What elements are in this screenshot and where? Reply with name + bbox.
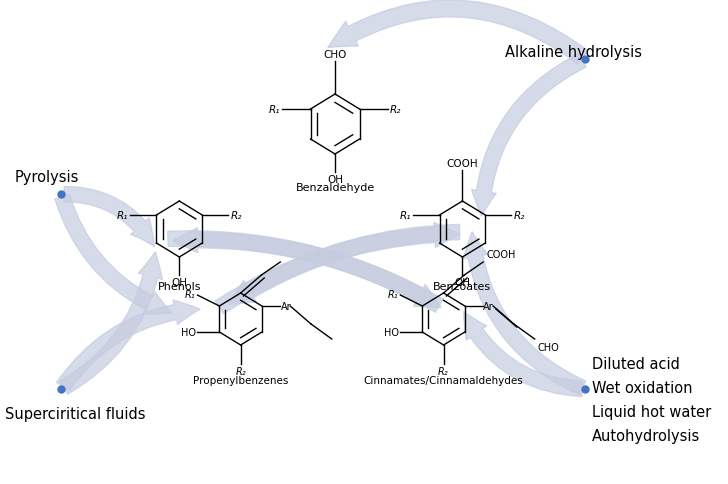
FancyArrowPatch shape — [167, 231, 441, 308]
Text: R₁: R₁ — [400, 211, 411, 221]
FancyArrowPatch shape — [173, 228, 443, 313]
Text: R₂: R₂ — [235, 366, 246, 377]
Text: CHO: CHO — [537, 342, 559, 352]
Text: Diluted acid: Diluted acid — [592, 357, 679, 372]
Text: Benzoates: Benzoates — [433, 281, 491, 291]
Text: R₁: R₁ — [117, 211, 128, 221]
FancyArrowPatch shape — [60, 252, 162, 394]
Text: OH: OH — [327, 175, 343, 184]
FancyArrowPatch shape — [472, 54, 586, 217]
FancyArrowPatch shape — [64, 187, 154, 247]
Text: R₁: R₁ — [388, 289, 398, 300]
Text: R₂: R₂ — [513, 211, 525, 221]
Text: R₂: R₂ — [230, 211, 242, 221]
Text: R₂: R₂ — [438, 366, 449, 377]
Text: R₁: R₁ — [269, 105, 280, 115]
FancyArrowPatch shape — [215, 223, 459, 314]
Text: CHO: CHO — [323, 50, 347, 60]
Text: Ar: Ar — [280, 302, 291, 311]
FancyArrowPatch shape — [229, 225, 460, 305]
Text: Benzaldehyde: Benzaldehyde — [296, 182, 375, 193]
Text: OH: OH — [171, 277, 187, 287]
Text: Ar: Ar — [483, 302, 494, 311]
Text: R₂: R₂ — [389, 105, 401, 115]
FancyArrowPatch shape — [464, 312, 582, 397]
Text: Superciritical fluids: Superciritical fluids — [4, 406, 145, 421]
Text: HO: HO — [384, 327, 398, 337]
FancyArrowPatch shape — [57, 300, 200, 391]
Text: Liquid hot water: Liquid hot water — [592, 405, 711, 420]
Text: R₁: R₁ — [185, 289, 196, 300]
FancyArrowPatch shape — [328, 1, 588, 65]
Text: OH: OH — [454, 277, 470, 287]
Text: Autohydrolysis: Autohydrolysis — [592, 429, 700, 443]
Text: Wet oxidation: Wet oxidation — [592, 381, 692, 396]
Text: Phenols: Phenols — [157, 281, 201, 291]
Text: Alkaline hydrolysis: Alkaline hydrolysis — [505, 45, 642, 60]
Text: Cinnamates/Cinnamaldehydes: Cinnamates/Cinnamaldehydes — [364, 375, 523, 385]
Text: COOH: COOH — [446, 159, 478, 169]
FancyArrowPatch shape — [463, 232, 586, 395]
Text: Propenylbenzenes: Propenylbenzenes — [193, 375, 288, 385]
Text: Pyrolysis: Pyrolysis — [14, 170, 79, 184]
Text: HO: HO — [181, 327, 196, 337]
FancyArrowPatch shape — [55, 195, 172, 314]
Text: COOH: COOH — [486, 249, 515, 259]
